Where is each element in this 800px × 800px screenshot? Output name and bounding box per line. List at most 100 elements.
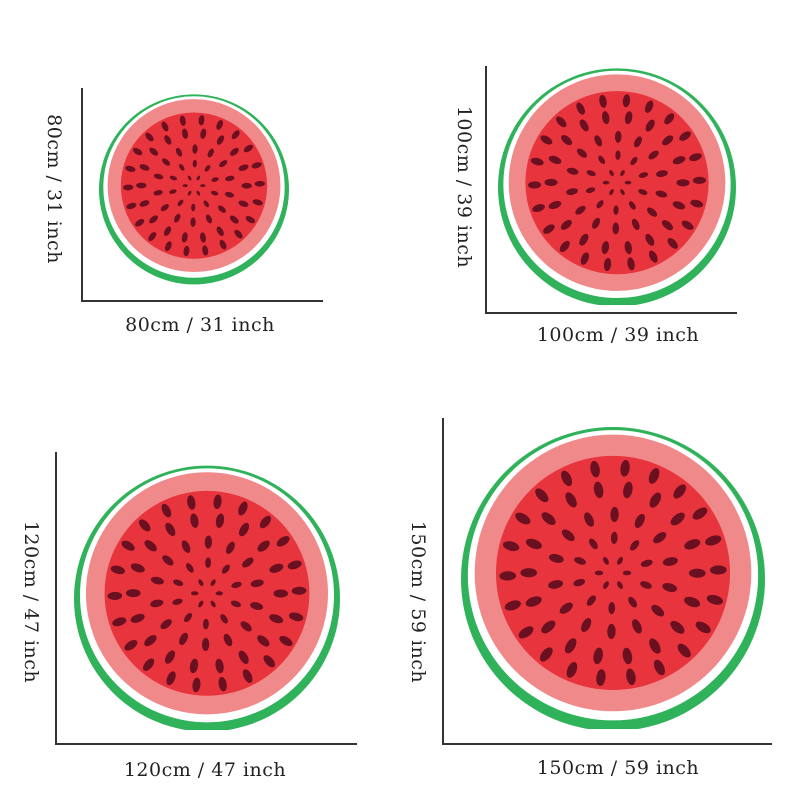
watermelon-seed <box>183 245 190 257</box>
watermelon-seed <box>287 560 302 570</box>
watermelon-seed <box>667 238 678 249</box>
watermelon-seed <box>229 215 239 224</box>
watermelon-seed <box>599 94 607 108</box>
watermelon-seed <box>169 189 177 194</box>
watermelon-seed <box>610 506 619 523</box>
watermelon-seed <box>677 643 691 658</box>
watermelon-seed <box>593 481 604 499</box>
watermelon-seed <box>596 200 604 209</box>
watermelon-seed <box>662 557 678 566</box>
watermelon-seed <box>190 513 199 528</box>
watermelon-seed <box>586 170 596 177</box>
watermelon-seed <box>163 226 172 236</box>
height-label-120cm: 120cm / 47 inch <box>20 520 42 684</box>
watermelon-seed <box>561 529 575 542</box>
watermelon-seed <box>520 568 538 578</box>
rug-flesh <box>104 490 310 696</box>
watermelon-seed <box>656 170 668 178</box>
watermelon-seed <box>254 180 266 187</box>
watermelon-seed <box>201 637 210 652</box>
watermelon-seed <box>238 164 249 171</box>
watermelon-seed <box>623 481 633 499</box>
watermelon-seed <box>132 147 143 156</box>
watermelon-seed <box>186 563 194 573</box>
watermelon-seed <box>166 671 176 686</box>
watermelon-seed <box>145 132 154 142</box>
watermelon-seed <box>620 189 625 196</box>
watermelon-seed <box>640 581 652 589</box>
width-label-150cm: 150cm / 59 inch <box>536 757 700 779</box>
watermelon-seed <box>216 226 224 237</box>
watermelon-seed <box>225 541 235 554</box>
watermelon-seed <box>548 580 564 589</box>
watermelon-seed <box>645 233 655 246</box>
watermelon-seed <box>174 213 181 223</box>
watermelon-seed <box>231 581 242 589</box>
watermelon-seed <box>615 150 621 160</box>
watermelon-seed <box>139 200 150 207</box>
watermelon-seed <box>196 190 201 196</box>
watermelon-seed <box>288 612 304 622</box>
watermelon-seed <box>655 190 668 198</box>
watermelon-seed <box>622 94 631 108</box>
watermelon-seed <box>648 150 659 160</box>
watermelon-seed <box>126 202 137 210</box>
watermelon-seed <box>124 640 138 651</box>
watermelon-seed <box>179 115 186 126</box>
watermelon-seed <box>273 589 289 598</box>
watermelon-seed <box>175 147 183 157</box>
width-label-100cm: 100cm / 39 inch <box>536 324 700 346</box>
height-label-80cm: 80cm / 31 inch <box>43 114 65 264</box>
watermelon-seed <box>576 148 587 158</box>
watermelon-seed <box>580 252 590 265</box>
watermelon-seed <box>499 571 517 581</box>
watermelon-seed <box>584 512 594 527</box>
watermelon-seed <box>211 177 219 182</box>
watermelon-seed <box>250 602 264 610</box>
watermelon-seed <box>177 199 184 207</box>
watermelon-seed <box>644 100 654 113</box>
watermelon-seed <box>251 162 262 169</box>
watermelon-seed <box>240 621 252 632</box>
watermelon-seed <box>528 181 542 189</box>
watermelon-seed <box>638 189 648 195</box>
watermelon-seed <box>640 559 653 567</box>
width-dimension-line-100cm <box>485 312 737 314</box>
watermelon-seed <box>684 539 701 550</box>
watermelon-seed <box>234 229 243 239</box>
watermelon-seed <box>647 207 658 217</box>
watermelon-seed <box>607 623 616 640</box>
watermelon-seed <box>172 598 183 605</box>
watermelon-seed <box>135 218 145 227</box>
watermelon-seed <box>150 576 164 585</box>
watermelon-seed <box>692 176 706 184</box>
watermelon-seed <box>661 220 673 231</box>
watermelon-seed <box>603 581 609 589</box>
watermelon-seed <box>189 658 199 674</box>
watermelon-seed <box>250 579 264 588</box>
watermelon-seed <box>581 617 592 633</box>
watermelon-seed <box>160 204 169 212</box>
watermelon-seed <box>610 531 618 544</box>
watermelon-seed <box>187 190 192 196</box>
watermelon-seed <box>215 513 225 528</box>
watermelon-seed <box>213 494 222 510</box>
watermelon-seed <box>202 618 209 630</box>
watermelon-seed <box>560 219 572 230</box>
watermelon-seed <box>692 507 708 520</box>
watermelon-seed <box>252 199 263 206</box>
watermelon-seed <box>192 677 201 693</box>
watermelon-seed <box>649 638 661 654</box>
watermelon-seed <box>192 159 197 168</box>
watermelon-seed <box>535 488 549 503</box>
watermelon-seed <box>230 147 239 156</box>
watermelon-seed <box>681 220 694 230</box>
watermelon-seed <box>259 515 271 529</box>
watermelon-rug-120cm <box>74 465 340 730</box>
watermelon-seed <box>242 557 254 568</box>
watermelon-seed <box>594 135 603 147</box>
watermelon-seed <box>628 201 636 210</box>
watermelon-seed <box>149 215 158 224</box>
watermelon-seed <box>601 241 610 255</box>
watermelon-seed <box>594 570 604 576</box>
